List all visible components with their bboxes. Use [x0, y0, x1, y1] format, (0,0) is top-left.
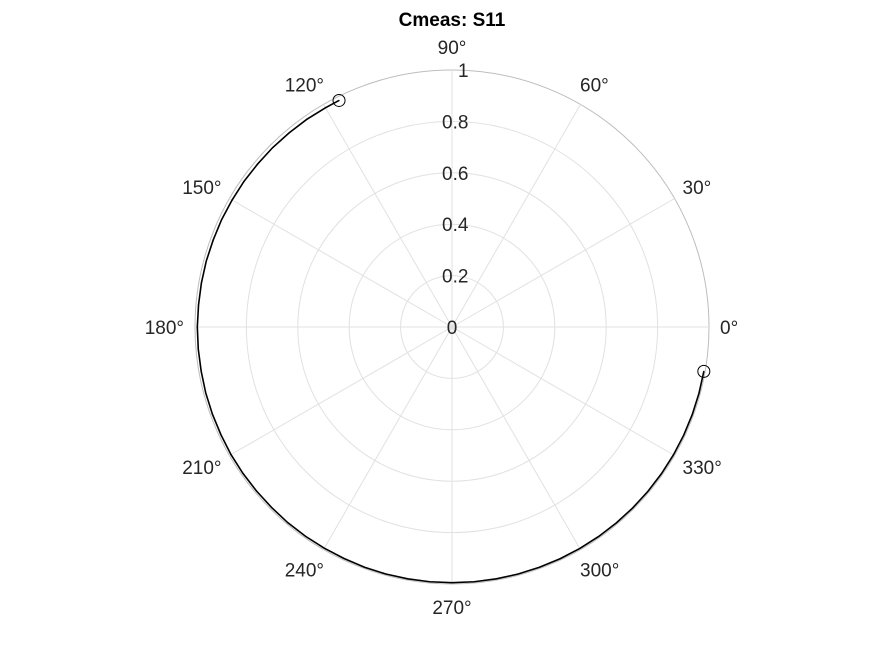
series-point: [270, 506, 273, 509]
series-point: [632, 507, 634, 509]
theta-tick-label: 210°: [182, 458, 221, 479]
series-point: [200, 282, 203, 284]
series-point: [220, 434, 222, 436]
series-point: [429, 581, 431, 583]
r-tick-label: 0.4: [442, 215, 469, 236]
series-point: [660, 473, 663, 475]
series-point: [197, 304, 200, 306]
series-point: [683, 434, 685, 436]
series-point: [451, 582, 453, 584]
theta-grid-spoke: [229, 198, 453, 328]
series-point: [559, 558, 561, 560]
series-point: [647, 490, 649, 492]
series-point: [243, 180, 245, 182]
series-point: [538, 566, 541, 568]
series-point: [495, 578, 498, 580]
series-point: [197, 348, 199, 350]
series-point: [615, 522, 617, 524]
polar-grid: [194, 69, 710, 585]
r-tick-label: 0.8: [442, 112, 468, 133]
series-point: [257, 163, 259, 165]
theta-tick-label: 300°: [580, 561, 619, 582]
series-line: [196, 99, 705, 584]
chart-title: Cmeas: S11: [399, 10, 506, 31]
theta-tick-label: 90°: [438, 38, 467, 59]
theta-grid-spoke: [229, 326, 453, 456]
series-point: [205, 260, 207, 262]
theta-tick-label: 60°: [580, 76, 609, 97]
series-point: [363, 566, 366, 568]
series-point: [691, 413, 693, 416]
series-point: [473, 581, 475, 583]
theta-tick-label: 330°: [683, 458, 722, 479]
theta-tick-label: 120°: [285, 76, 324, 97]
series-point: [338, 99, 340, 102]
series-point: [212, 239, 214, 241]
tick-labels: 0° 30° 60° 90° 120° 150° 180° 210° 240° 270° 300° 3…: [145, 38, 738, 619]
r-tick-label: 1: [458, 61, 469, 82]
theta-grid-spoke: [451, 326, 581, 550]
series-point: [343, 557, 345, 560]
series-point: [517, 573, 519, 575]
r-tick-label: 0.6: [442, 164, 468, 185]
theta-grid-spoke: [323, 326, 453, 550]
series-point: [304, 535, 307, 537]
series-point: [205, 392, 207, 394]
theta-tick-label: 240°: [285, 561, 324, 582]
series-point: [230, 454, 232, 456]
theta-grid-spoke: [323, 104, 453, 328]
theta-grid-spoke: [451, 104, 581, 328]
series-point: [200, 370, 202, 372]
series-point: [406, 578, 409, 580]
series-point: [579, 547, 581, 550]
series-point: [323, 547, 325, 549]
endpoint-marker: [697, 364, 711, 378]
r-tick-label: 0: [447, 318, 458, 339]
series-point: [272, 147, 274, 149]
series-point: [324, 107, 327, 109]
series-point: [698, 392, 700, 394]
theta-grid-spoke: [451, 198, 675, 328]
series-point: [242, 472, 244, 474]
series-point: [598, 535, 600, 538]
series-point: [221, 218, 223, 221]
series-point: [703, 370, 705, 373]
series-point: [231, 199, 233, 201]
series-point: [288, 132, 290, 134]
theta-tick-label: 180°: [145, 318, 184, 339]
series-point: [306, 118, 308, 121]
theta-grid-spoke: [451, 326, 675, 456]
endpoint-marker: [332, 93, 346, 107]
series-point: [672, 454, 675, 456]
series-point: [196, 326, 198, 328]
series-point: [385, 573, 387, 575]
theta-tick-label: 30°: [683, 178, 712, 199]
data-layer: [196, 93, 711, 584]
series-point: [255, 490, 258, 492]
series-point: [287, 522, 289, 524]
theta-tick-label: 0°: [720, 318, 738, 339]
theta-tick-label: 150°: [182, 178, 221, 199]
theta-tick-label: 270°: [432, 598, 471, 619]
series-point: [211, 413, 214, 415]
r-tick-label: 0.2: [442, 267, 468, 288]
